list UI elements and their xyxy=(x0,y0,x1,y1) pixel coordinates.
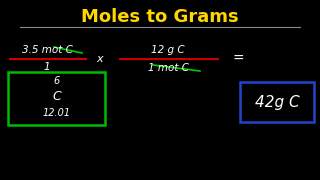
Text: x: x xyxy=(97,54,103,64)
Text: 1 mot C: 1 mot C xyxy=(148,63,188,73)
Text: 12 g C: 12 g C xyxy=(151,45,185,55)
Text: 6: 6 xyxy=(54,76,60,86)
Text: Moles to Grams: Moles to Grams xyxy=(81,8,239,26)
Text: 3.5 mot C: 3.5 mot C xyxy=(21,45,72,55)
Text: C: C xyxy=(52,91,61,104)
Text: 12.01: 12.01 xyxy=(43,108,71,118)
Text: =: = xyxy=(232,52,244,66)
Text: 42g C: 42g C xyxy=(255,94,299,109)
Text: 1: 1 xyxy=(44,62,50,72)
Bar xyxy=(240,82,314,122)
Bar xyxy=(8,72,105,125)
